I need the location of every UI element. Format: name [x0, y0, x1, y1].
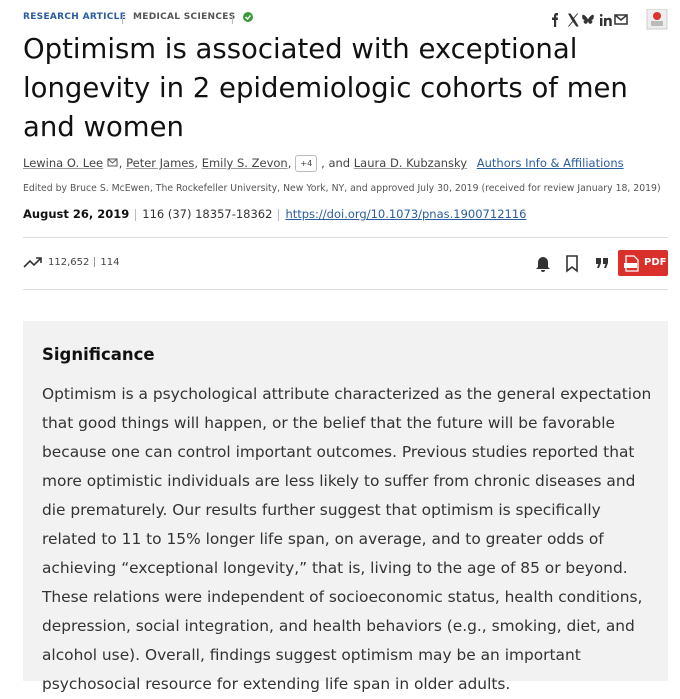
share-icons[interactable] [548, 9, 668, 31]
action-icons[interactable] [534, 253, 610, 273]
section[interactable]: MEDICAL SCIENCES [133, 12, 236, 22]
divider [23, 289, 668, 290]
separator [232, 14, 233, 24]
separator: , [118, 156, 123, 170]
author-list: Lewina O. Lee , Peter James, Emily S. Ze… [23, 155, 624, 172]
divider [23, 237, 668, 238]
citation: 116 (37) 18357-18362 [142, 207, 273, 221]
significance-box [23, 321, 668, 681]
edited-by: Edited by Bruce S. McEwen, The Rockefell… [23, 183, 661, 194]
article-type[interactable]: RESEARCH ARTICLE [23, 12, 127, 22]
metrics[interactable]: 112,652 114 [48, 257, 119, 268]
publication-date: August 26, 2019 [23, 207, 130, 221]
article-title: Optimism is associated with exceptional … [23, 33, 628, 143]
doi-link[interactable]: https://doi.org/10.1073/pnas.1900712116 [285, 207, 527, 221]
pdf-label: PDF [644, 257, 667, 268]
separator: , [194, 156, 199, 170]
separator: , [287, 156, 292, 170]
significance-heading: Significance [42, 345, 155, 364]
pdf-button[interactable]: PDF [618, 250, 668, 276]
author-link[interactable]: Peter James [126, 156, 195, 170]
trend-icon [23, 257, 42, 268]
author-link[interactable]: Laura D. Kubzansky [353, 156, 468, 170]
page: RESEARCH ARTICLE MEDICAL SCIENCES Optimi… [23, 9, 668, 693]
conjunction: , and [321, 156, 351, 170]
views: 112,652 [48, 257, 90, 268]
author-link[interactable]: Emily S. Zevon [201, 156, 288, 170]
more-authors-button[interactable]: +4 [295, 155, 318, 172]
mail-icon[interactable] [107, 158, 119, 167]
pdf-icon [624, 255, 639, 272]
author-link[interactable]: Lewina O. Lee [23, 156, 104, 170]
check-icon [243, 12, 253, 22]
publication-info: August 26, 2019 116 (37) 18357-18362 https… [23, 207, 526, 221]
citations: 114 [100, 257, 120, 268]
affiliations-link[interactable]: Authors Info & Affiliations [476, 156, 624, 170]
separator [122, 14, 123, 24]
significance-text: Optimism is a psychological attribute ch… [42, 385, 652, 693]
